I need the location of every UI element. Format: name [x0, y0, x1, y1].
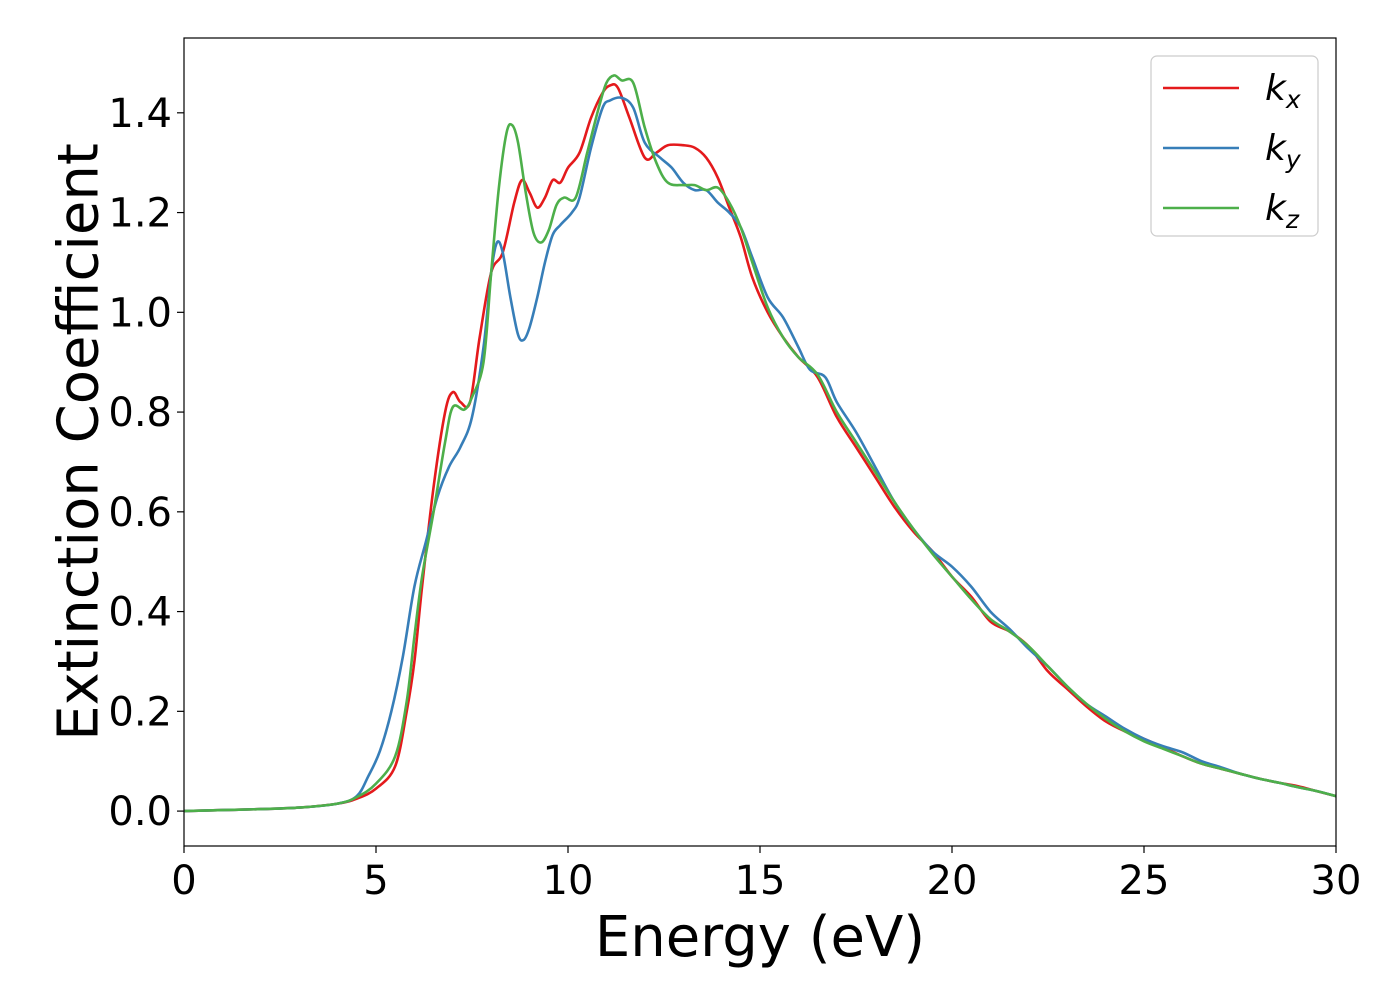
legend-entry-x: kx: [1163, 68, 1301, 114]
x-axis-label: Energy (eV): [595, 905, 925, 970]
x-tick-label: 10: [543, 858, 594, 904]
legend-entry-z: kz: [1163, 188, 1300, 234]
legend-label: ky: [1265, 128, 1302, 174]
legend-label: kx: [1265, 68, 1301, 114]
legend: kx ky kz: [1150, 55, 1319, 237]
y-axis: 0.0 0.2 0.4 0.6 0.8 1.0 1.2 1.4: [108, 91, 184, 835]
legend-box: [1150, 55, 1319, 237]
legend-label: kz: [1265, 188, 1300, 234]
legend-entry-y: ky: [1163, 128, 1302, 174]
y-tick-label: 1.0: [108, 290, 172, 336]
x-tick-label: 0: [171, 858, 196, 904]
series-line-z: [183, 74, 1337, 813]
x-axis: 0 5 10 15 20 25 30: [171, 846, 1361, 904]
series-line-x: [183, 82, 1337, 813]
x-tick-label: 5: [363, 858, 388, 904]
y-tick-label: 1.4: [108, 91, 172, 137]
series-layer: [183, 74, 1337, 813]
x-tick-label: 15: [735, 858, 786, 904]
y-tick-label: 0.0: [108, 789, 172, 835]
x-tick-label: 25: [1119, 858, 1170, 904]
x-tick-label: 30: [1311, 858, 1362, 904]
y-tick-label: 0.6: [108, 490, 172, 536]
x-tick-label: 20: [927, 858, 978, 904]
y-tick-label: 0.4: [108, 590, 172, 636]
y-axis-label: Extinction Coefficient: [47, 143, 112, 741]
y-tick-label: 0.8: [108, 390, 172, 436]
y-tick-label: 0.2: [108, 689, 172, 735]
y-tick-label: 1.2: [108, 191, 172, 237]
